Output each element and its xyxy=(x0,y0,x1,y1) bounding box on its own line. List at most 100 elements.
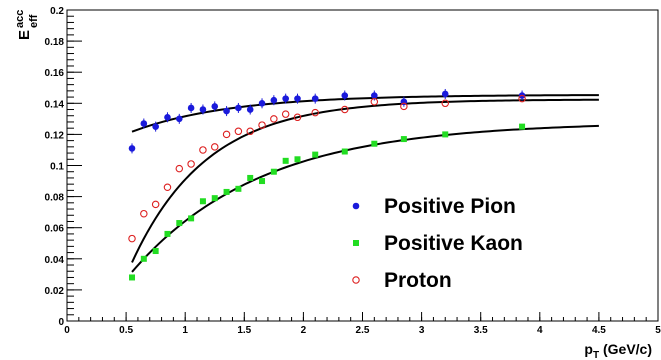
data-points xyxy=(128,88,526,281)
positive-pion-point xyxy=(341,92,349,99)
positive-pion-point xyxy=(187,104,195,112)
svg-text:eff: eff xyxy=(28,14,40,28)
fit-curves xyxy=(131,94,599,273)
proton-point xyxy=(140,209,148,218)
x-tick-label: 2.5 xyxy=(356,325,370,336)
positive-kaon-point xyxy=(211,195,218,202)
x-tick-label: 1.5 xyxy=(237,325,251,336)
y-tick-label: 0.1 xyxy=(50,162,64,173)
proton-point xyxy=(311,108,319,117)
positive-kaon-point xyxy=(294,156,301,163)
proton-point xyxy=(293,113,302,122)
legend-label-positive-pion: Positive Pion xyxy=(384,195,516,218)
x-tick-label: 0 xyxy=(64,325,70,336)
positive-kaon-point xyxy=(282,157,289,164)
legend-marker-positive-pion xyxy=(352,202,360,210)
legend-marker-positive-kaon xyxy=(353,240,359,246)
legend: Positive Pion Positive Kaon Proton xyxy=(352,195,523,292)
y-axis-title-main: E xyxy=(16,30,33,40)
proton-point xyxy=(400,102,408,111)
proton-point xyxy=(518,94,526,103)
x-tick-label: 3 xyxy=(419,325,425,336)
positive-kaon-point xyxy=(199,198,206,205)
y-tick-label: 0.04 xyxy=(45,255,65,266)
y-axis-title-sub: eff xyxy=(28,14,40,28)
legend-label-proton: Proton xyxy=(384,269,452,292)
positive-kaon-point xyxy=(247,174,254,181)
positive-kaon-point xyxy=(259,178,266,185)
positive-kaon-point xyxy=(176,220,183,227)
y-tick-label: 0.02 xyxy=(45,286,65,297)
positive-kaon-point xyxy=(164,230,171,237)
legend-marker-proton xyxy=(352,276,360,284)
positive-pion-point xyxy=(128,145,136,152)
y-tick-label: 0.14 xyxy=(45,99,65,110)
x-tick-label: 3.5 xyxy=(474,325,488,336)
y-axis-title-sup: acc xyxy=(14,10,26,28)
positive-kaon-point xyxy=(341,148,348,155)
positive-pion-point xyxy=(140,120,148,127)
positive-kaon-point xyxy=(270,168,277,175)
legend-label-positive-kaon: Positive Kaon xyxy=(384,232,523,255)
proton-point xyxy=(175,164,184,173)
positive-pion-point xyxy=(258,100,266,107)
positive-pion-point xyxy=(282,95,289,102)
x-tick-label: 4.5 xyxy=(592,325,606,336)
fit-curve xyxy=(131,98,599,263)
x-tick-label: 4 xyxy=(537,325,543,336)
positive-pion-point xyxy=(223,107,230,115)
y-tick-label: 0 xyxy=(58,317,64,328)
y-tick-label: 0.16 xyxy=(45,68,65,79)
proton-point xyxy=(246,127,254,136)
positive-pion-point xyxy=(311,95,319,102)
y-axis-title: E acc eff xyxy=(14,10,40,40)
positive-kaon-point xyxy=(519,123,526,130)
proton-point xyxy=(258,121,266,129)
positive-pion-point xyxy=(371,92,378,99)
positive-pion-point xyxy=(211,103,219,110)
positive-pion-point xyxy=(175,115,183,123)
positive-kaon-point xyxy=(312,151,319,158)
positive-pion-point xyxy=(152,123,159,130)
positive-pion-point xyxy=(294,95,301,102)
positive-pion-point xyxy=(199,106,207,113)
proton-point xyxy=(441,99,449,108)
y-tick-label: 0.18 xyxy=(45,37,65,48)
proton-point xyxy=(281,110,290,118)
svg-text:E: E xyxy=(16,30,33,40)
proton-point xyxy=(151,200,160,209)
positive-pion-point xyxy=(441,90,449,98)
proton-point xyxy=(211,143,219,151)
proton-point xyxy=(370,97,379,106)
positive-kaon-point xyxy=(129,274,136,281)
proton-point xyxy=(128,234,136,243)
x-axis-title-sub: T xyxy=(593,350,599,360)
y-tick-label: 0.12 xyxy=(45,130,65,141)
positive-kaon-point xyxy=(223,188,230,195)
x-tick-label: 0.5 xyxy=(119,325,133,336)
positive-kaon-point xyxy=(400,136,407,143)
positive-pion-point xyxy=(246,106,254,113)
positive-kaon-point xyxy=(188,215,195,222)
proton-point xyxy=(187,160,195,168)
proton-point xyxy=(199,146,207,154)
positive-kaon-point xyxy=(235,185,242,192)
proton-point xyxy=(234,127,243,136)
positive-kaon-point xyxy=(371,140,378,147)
x-axis-title: pT (GeV/c) xyxy=(584,341,652,360)
x-tick-label: 1 xyxy=(182,325,188,336)
positive-pion-point xyxy=(164,113,171,121)
positive-kaon-point xyxy=(152,248,159,255)
positive-kaon-point xyxy=(442,131,449,138)
proton-point xyxy=(163,183,172,192)
svg-text:acc: acc xyxy=(14,10,26,28)
x-tick-label: 2 xyxy=(301,325,307,336)
positive-kaon-point xyxy=(140,255,147,262)
proton-point xyxy=(222,130,231,139)
positive-pion-point xyxy=(270,96,278,104)
plot-frame xyxy=(66,9,659,322)
x-axis-title-rest: (GeV/c) xyxy=(599,341,652,357)
axes: 0 0.5 1 1.5 2 2.5 3 3.5 4 4.5 5 0 0.02 0.04 0.06 0.08 0.… xyxy=(45,6,661,336)
proton-point xyxy=(341,105,349,114)
